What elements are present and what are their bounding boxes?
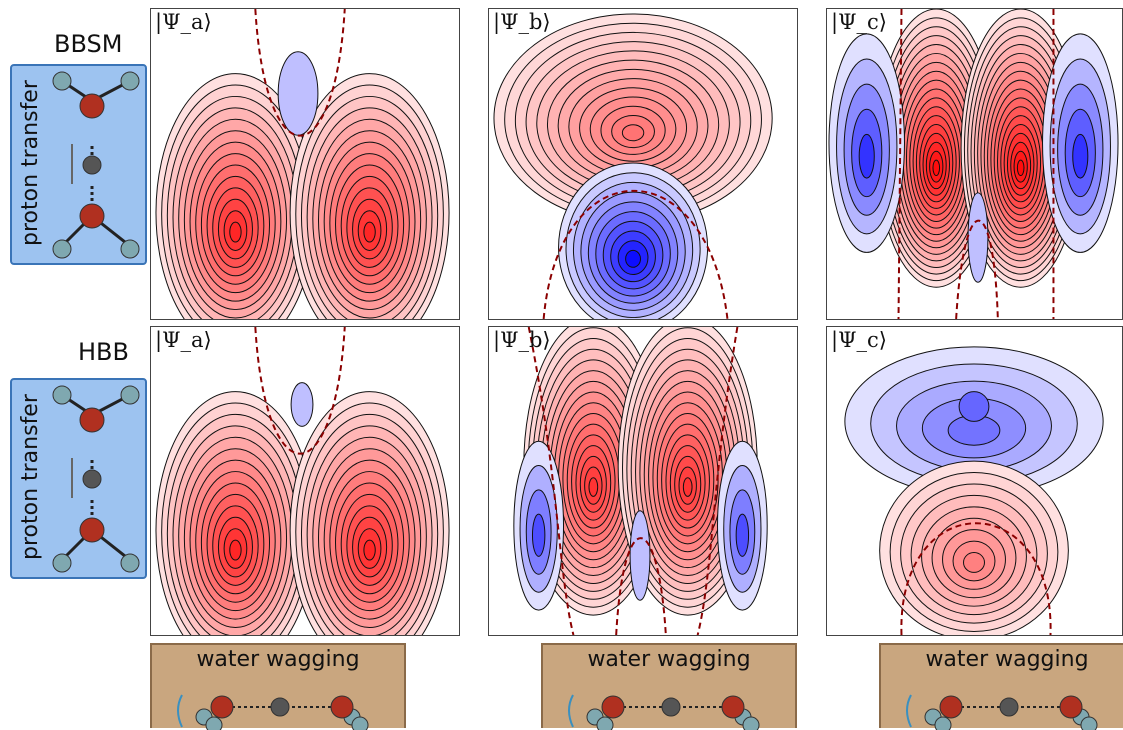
proton-transfer-box-bottom: proton transfer bbox=[10, 378, 147, 579]
oxygen-atom-icon bbox=[79, 203, 105, 229]
proton-atom-icon bbox=[270, 697, 290, 717]
oxygen-atom-icon bbox=[939, 695, 963, 719]
oxygen-atom-icon bbox=[1059, 695, 1083, 719]
water-wagging-molecule-icon bbox=[568, 694, 760, 730]
state-label: |Ψ_a⟩ bbox=[155, 10, 212, 34]
node-line bbox=[897, 9, 903, 319]
proton-transfer-molecule-icon bbox=[52, 71, 140, 259]
proton-atom-icon bbox=[82, 155, 102, 175]
state-label: |Ψ_b⟩ bbox=[493, 328, 551, 352]
state-label: |Ψ_c⟩ bbox=[831, 10, 887, 34]
positive-lobe-left bbox=[876, 9, 997, 288]
positive-lobe-left bbox=[155, 73, 316, 319]
negative-lobe-center bbox=[629, 510, 651, 601]
wavefunction-panel-hbb-c: |Ψ_c⟩ bbox=[826, 326, 1123, 636]
node-line bbox=[527, 327, 575, 635]
water-wagging-molecule-icon bbox=[906, 694, 1098, 730]
node-line bbox=[696, 327, 739, 635]
wag-arrow-icon bbox=[906, 694, 912, 728]
proton-transfer-box-top: proton transfer bbox=[10, 64, 147, 265]
node-line bbox=[955, 219, 999, 319]
node-line bbox=[254, 327, 346, 455]
water-wagging-molecule-icon bbox=[177, 694, 369, 730]
node-line bbox=[615, 537, 667, 635]
positive-lobe-bottom bbox=[879, 460, 1069, 635]
negative-lobe bbox=[277, 51, 319, 136]
state-label: |Ψ_b⟩ bbox=[493, 10, 551, 34]
positive-lobe-right bbox=[289, 391, 450, 635]
oxygen-atom-icon bbox=[210, 695, 234, 719]
negative-lobe-right bbox=[1042, 33, 1119, 253]
node-line bbox=[900, 522, 1052, 635]
oxygen-atom-icon bbox=[79, 517, 105, 543]
oxygen-atom-icon bbox=[79, 93, 105, 119]
water-wagging-label: water wagging bbox=[925, 647, 1089, 672]
negative-lobe bbox=[290, 382, 314, 427]
state-label: |Ψ_c⟩ bbox=[831, 328, 887, 352]
wag-arrow-icon bbox=[568, 694, 574, 728]
wavefunction-panel-hbb-a: |Ψ_a⟩ bbox=[150, 326, 460, 636]
negative-lobe-right bbox=[717, 440, 768, 611]
negative-lobe-left bbox=[513, 440, 565, 611]
water-wagging-box: water wagging bbox=[879, 643, 1123, 730]
negative-core bbox=[958, 391, 990, 422]
wavefunction-panel-bbsm-c: |Ψ_c⟩ bbox=[826, 8, 1123, 320]
wavefunction-panel-hbb-b: |Ψ_b⟩ bbox=[488, 326, 798, 636]
wag-arrow-icon bbox=[177, 694, 183, 728]
proton-atom-icon bbox=[999, 697, 1019, 717]
water-wagging-label: water wagging bbox=[196, 647, 360, 672]
row-title-bbsm: BBSM bbox=[54, 30, 123, 58]
oxygen-atom-icon bbox=[79, 407, 105, 433]
wavefunction-panel-bbsm-a: |Ψ_a⟩ bbox=[150, 8, 460, 320]
water-wagging-box: water wagging bbox=[541, 643, 797, 730]
positive-lobe-left bbox=[155, 391, 316, 635]
water-wagging-label: water wagging bbox=[587, 647, 751, 672]
negative-lobe-center bbox=[967, 192, 989, 283]
positive-lobe-top bbox=[493, 13, 773, 224]
oxygen-atom-icon bbox=[601, 695, 625, 719]
proton-atom-icon bbox=[82, 469, 102, 489]
node-line bbox=[254, 9, 346, 137]
water-wagging-box: water wagging bbox=[150, 643, 406, 730]
proton-atom-icon bbox=[661, 697, 681, 717]
positive-lobe-right bbox=[289, 73, 450, 319]
oxygen-atom-icon bbox=[330, 695, 354, 719]
negative-lobe-left bbox=[828, 33, 905, 253]
state-label: |Ψ_a⟩ bbox=[155, 328, 212, 352]
node-line bbox=[542, 190, 729, 319]
oxygen-atom-icon bbox=[721, 695, 745, 719]
wavefunction-panel-bbsm-b: |Ψ_b⟩ bbox=[488, 8, 798, 320]
row-title-hbb: HBB bbox=[78, 338, 129, 366]
proton-transfer-molecule-icon bbox=[52, 385, 140, 573]
